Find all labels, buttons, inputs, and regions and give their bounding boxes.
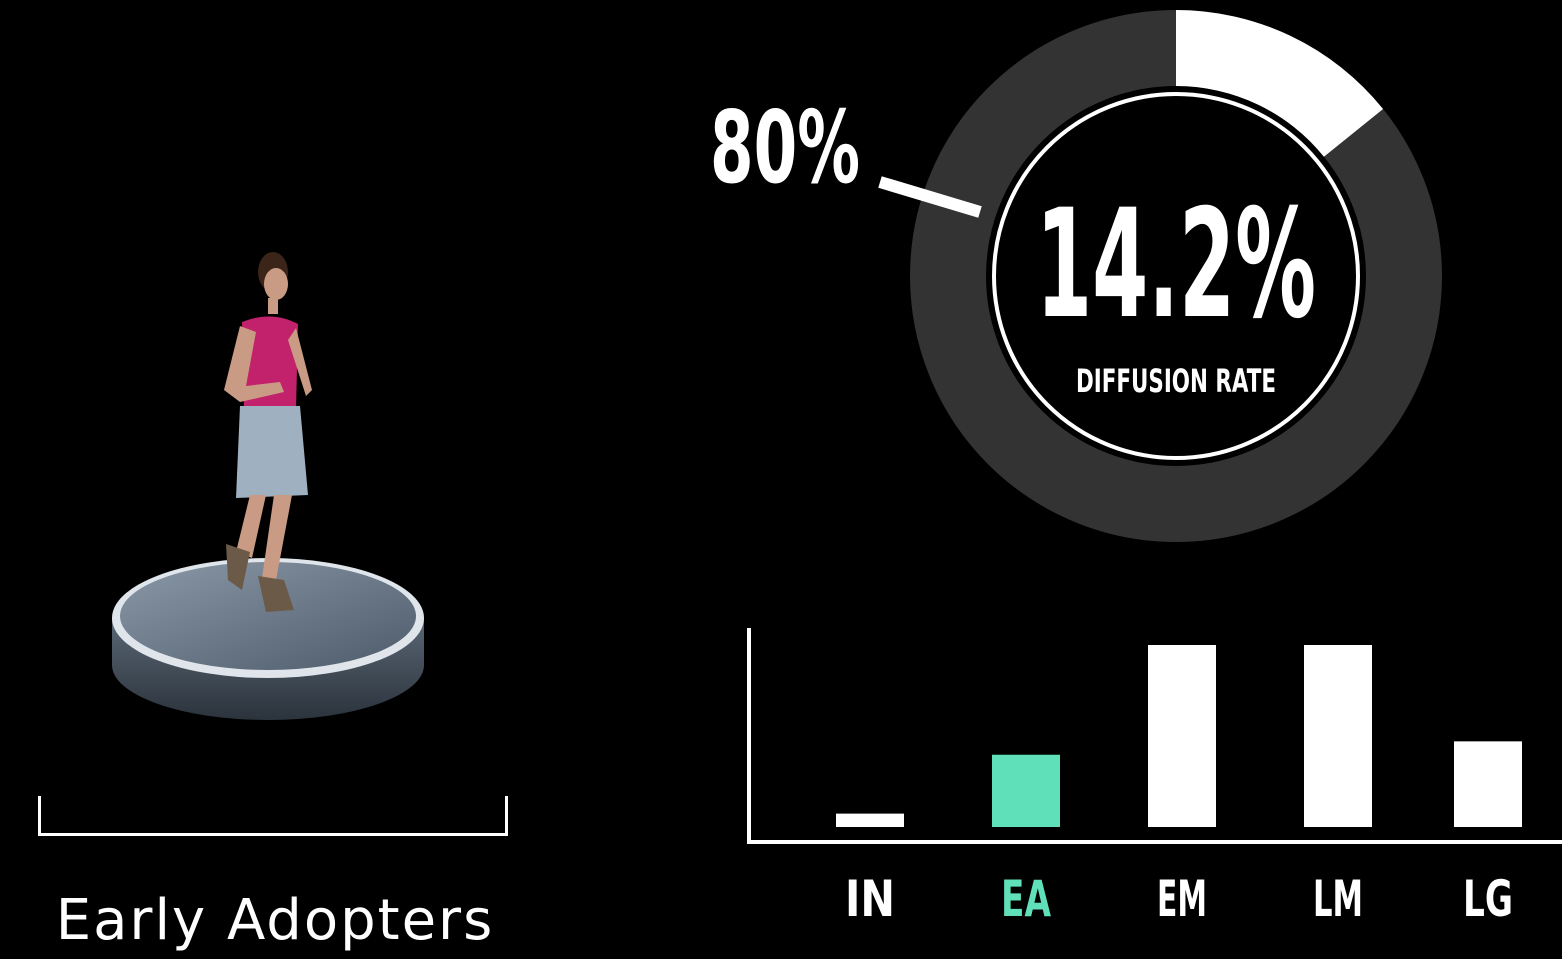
- bars-group: [836, 645, 1522, 827]
- pedestal: [112, 558, 424, 720]
- segment-bracket: [38, 796, 508, 836]
- bar-lg: [1454, 741, 1522, 827]
- donut-filled-arc: [1176, 10, 1384, 157]
- bar-ea: [992, 754, 1060, 827]
- category-labels: IN EA EM LM LG: [845, 870, 1513, 928]
- category-label-lg: LG: [1463, 870, 1513, 928]
- person-figure: [224, 252, 312, 612]
- bar-lm: [1304, 645, 1372, 827]
- adoption-bar-chart: IN EA EM LM LG: [747, 628, 1562, 928]
- callout-value: 80%: [710, 89, 860, 206]
- segment-label: Early Adopters: [55, 888, 495, 953]
- bar-em: [1148, 645, 1216, 827]
- category-label-ea: EA: [1001, 870, 1051, 928]
- category-label-lm: LM: [1313, 870, 1363, 928]
- center-value: 14.2%: [1036, 178, 1316, 352]
- adopter-figure-illustration: [112, 252, 424, 720]
- category-label-em: EM: [1157, 870, 1207, 928]
- bar-in: [836, 813, 904, 827]
- category-label-in: IN: [845, 870, 895, 928]
- diffusion-donut-chart: 80% 14.2% DIFFUSION RATE: [710, 10, 1442, 542]
- center-label: DIFFUSION RATE: [1076, 362, 1276, 400]
- callout-leader-line: [878, 176, 982, 218]
- donut-inner-ring: [992, 92, 1360, 460]
